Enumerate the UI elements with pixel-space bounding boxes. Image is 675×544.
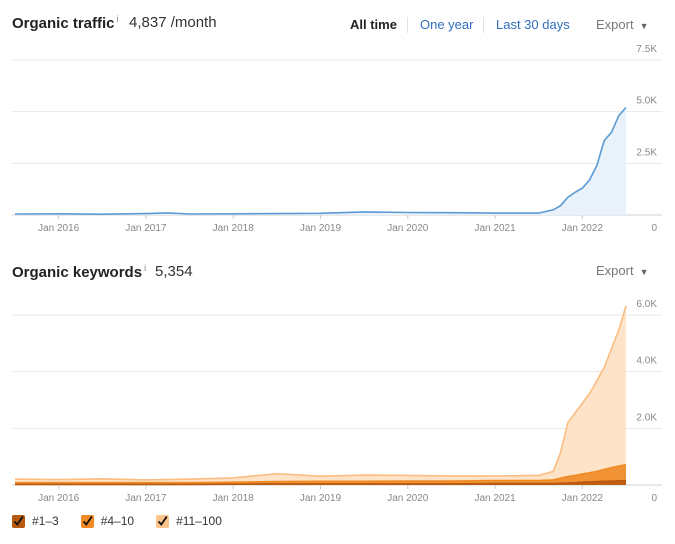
y-tick-label: 0 [651,493,657,504]
checkbox-icon[interactable] [12,514,25,528]
legend-item-11-100[interactable]: #11–100 [156,514,222,528]
tab-separator [407,17,408,33]
info-icon[interactable]: i [144,263,147,273]
caret-down-icon: ▼ [639,267,649,277]
x-tick-label: Jan 2022 [562,223,604,234]
tab-separator [483,17,484,33]
export-label: Export [596,17,634,32]
x-tick-label: Jan 2018 [213,223,255,234]
y-tick-label: 6.0K [636,299,657,310]
tab-last-30-days[interactable]: Last 30 days [496,17,570,32]
x-tick-label: Jan 2020 [387,493,429,504]
keywords-legend: #1–3 #4–10 #11–100 [12,514,222,528]
organic-keywords-label: Organic keywords [12,264,143,281]
caret-down-icon: ▼ [639,21,649,31]
legend-label: #11–100 [176,514,222,528]
y-tick-label: 0 [651,223,657,234]
organic-keywords-title: Organic keywords i [12,263,146,281]
legend-item-4-10[interactable]: #4–10 [80,514,135,528]
x-tick-label: Jan 2018 [213,493,255,504]
x-tick-label: Jan 2022 [562,493,604,504]
x-tick-label: Jan 2020 [387,223,429,234]
organic-keywords-chart: 0 2.0K 4.0K 6.0K Jan 2016 Jan 2017 Jan 2018 Ja… [12,299,662,504]
organic-keywords-value: 5,354 [155,263,193,280]
x-tick-label: Jan 2016 [38,493,80,504]
x-tick-label: Jan 2017 [125,223,167,234]
tab-all-time[interactable]: All time [350,17,397,32]
traffic-area [15,107,626,215]
keywords-export-button[interactable]: Export ▼ [596,263,649,278]
organic-traffic-value: 4,837 /month [129,14,217,31]
x-tick-label: Jan 2019 [300,223,342,234]
y-tick-label: 4.0K [636,356,657,367]
export-label: Export [596,263,634,278]
kw-4-10-line [15,463,627,484]
y-tick-label: 2.5K [636,147,657,158]
y-tick-label: 2.0K [636,412,657,423]
organic-traffic-chart: 0 2.5K 5.0K 7.5K Jan 2016 Jan 2017 Jan 2018 Ja… [12,44,662,234]
x-tick-label: Jan 2021 [474,223,516,234]
kw-11-100-area [15,305,626,485]
kw-11-100-line [14,305,627,481]
x-tick-label: Jan 2016 [38,223,80,234]
y-tick-label: 5.0K [636,96,657,107]
legend-label: #1–3 [32,514,59,528]
legend-item-1-3[interactable]: #1–3 [12,514,59,528]
traffic-export-button[interactable]: Export ▼ [596,17,649,32]
traffic-line [14,106,627,216]
kw-1-3-line [15,479,627,486]
info-icon[interactable]: i [116,14,119,24]
x-tick-label: Jan 2017 [125,493,167,504]
checkbox-icon[interactable] [80,514,94,528]
y-tick-label: 7.5K [636,44,657,55]
x-tick-label: Jan 2021 [474,493,516,504]
organic-traffic-title: Organic traffic i [12,14,119,32]
organic-traffic-label: Organic traffic [12,15,115,32]
tab-one-year[interactable]: One year [420,17,474,32]
legend-label: #4–10 [100,514,135,528]
checkbox-icon[interactable] [156,514,170,528]
x-tick-label: Jan 2019 [300,493,342,504]
